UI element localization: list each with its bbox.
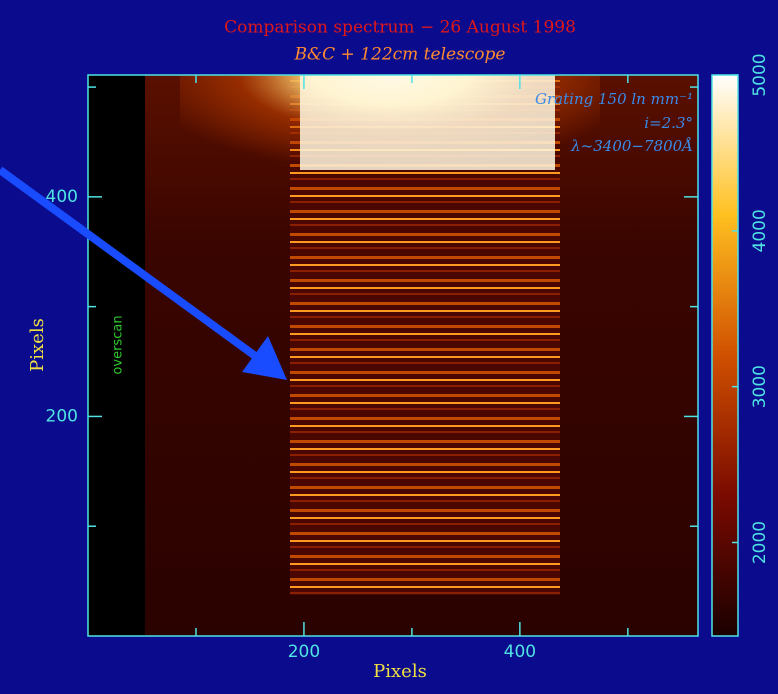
x-tick-label: 400 [504, 642, 536, 662]
chart-title: Comparison spectrum − 26 August 1998 [224, 18, 576, 38]
arrow-head [242, 336, 287, 380]
annotation: Grating 150 ln mm⁻¹ [535, 90, 693, 108]
colorbar-tick-label: 5000 [750, 53, 770, 96]
plot-frame [87, 74, 699, 637]
saturated-region [300, 75, 555, 170]
y-tick-label: 200 [46, 406, 78, 426]
region-label: overscan [111, 315, 126, 374]
x-tick-label: 200 [288, 642, 320, 662]
y-axis-label: Pixels [27, 318, 48, 372]
annotation: i=2.3° [644, 114, 693, 132]
colorbar-tick-label: 4000 [750, 209, 770, 252]
colorbar [711, 74, 739, 637]
colorbar-tick-label: 3000 [750, 365, 770, 408]
x-axis-label: Pixels [373, 661, 427, 682]
annotation: λ~3400−7800Å [570, 137, 693, 155]
arrow [0, 166, 261, 362]
colorbar-tick-label: 2000 [750, 521, 770, 564]
chart-subtitle: B&C + 122cm telescope [294, 45, 506, 65]
y-tick-label: 400 [46, 187, 78, 207]
